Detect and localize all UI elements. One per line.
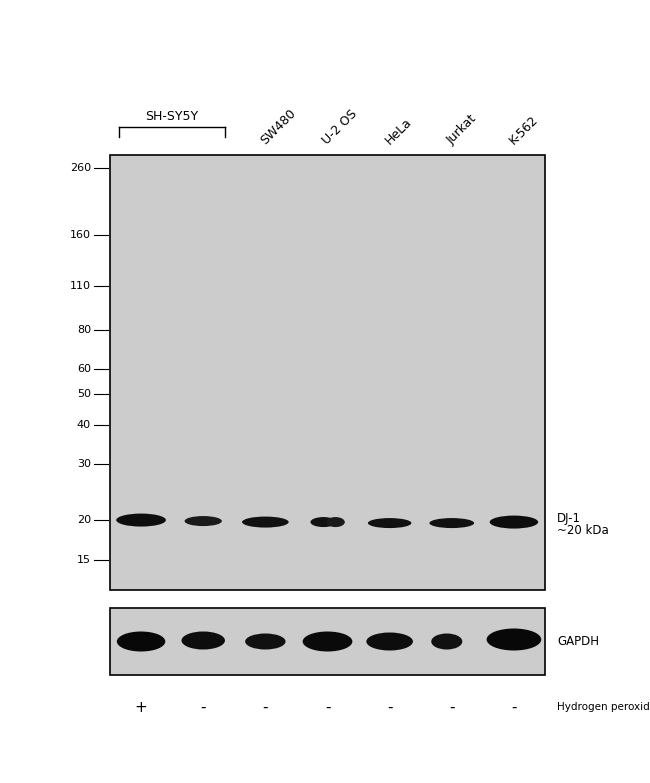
Ellipse shape — [185, 516, 222, 526]
Text: 260: 260 — [70, 163, 91, 173]
Text: ~20 kDa: ~20 kDa — [557, 524, 609, 536]
Text: 110: 110 — [70, 281, 91, 291]
Bar — [110, 608, 545, 675]
Text: 60: 60 — [77, 364, 91, 374]
Text: 15: 15 — [77, 554, 91, 565]
Ellipse shape — [245, 633, 285, 650]
Ellipse shape — [303, 632, 352, 651]
Ellipse shape — [368, 518, 411, 528]
Text: 40: 40 — [77, 420, 91, 430]
Text: -: - — [387, 699, 393, 715]
Text: K-562: K-562 — [507, 113, 541, 147]
Text: -: - — [200, 699, 206, 715]
Ellipse shape — [117, 632, 165, 651]
Text: 20: 20 — [77, 515, 91, 525]
Text: 50: 50 — [77, 389, 91, 399]
Text: DJ-1: DJ-1 — [557, 511, 581, 525]
Text: -: - — [511, 699, 517, 715]
Ellipse shape — [489, 515, 538, 529]
Text: SH-SY5Y: SH-SY5Y — [146, 110, 199, 123]
Ellipse shape — [326, 517, 344, 527]
Ellipse shape — [311, 517, 337, 527]
Ellipse shape — [242, 517, 289, 528]
Text: 30: 30 — [77, 460, 91, 470]
Text: HeLa: HeLa — [382, 115, 414, 147]
Text: Jurkat: Jurkat — [445, 112, 480, 147]
Text: 80: 80 — [77, 325, 91, 335]
Ellipse shape — [116, 514, 166, 527]
Text: SW480: SW480 — [258, 106, 298, 147]
Text: -: - — [325, 699, 330, 715]
Text: 160: 160 — [70, 229, 91, 240]
Bar — [110, 155, 545, 590]
Ellipse shape — [430, 518, 474, 528]
Text: GAPDH: GAPDH — [557, 635, 599, 648]
Ellipse shape — [487, 629, 541, 651]
Text: U-2 OS: U-2 OS — [320, 107, 360, 147]
Ellipse shape — [367, 633, 413, 651]
Text: +: + — [135, 699, 148, 715]
Text: -: - — [449, 699, 454, 715]
Ellipse shape — [431, 633, 462, 650]
Ellipse shape — [181, 632, 225, 650]
Text: -: - — [263, 699, 268, 715]
Text: Hydrogen peroxide, 25mM for 12 hr: Hydrogen peroxide, 25mM for 12 hr — [557, 702, 650, 712]
